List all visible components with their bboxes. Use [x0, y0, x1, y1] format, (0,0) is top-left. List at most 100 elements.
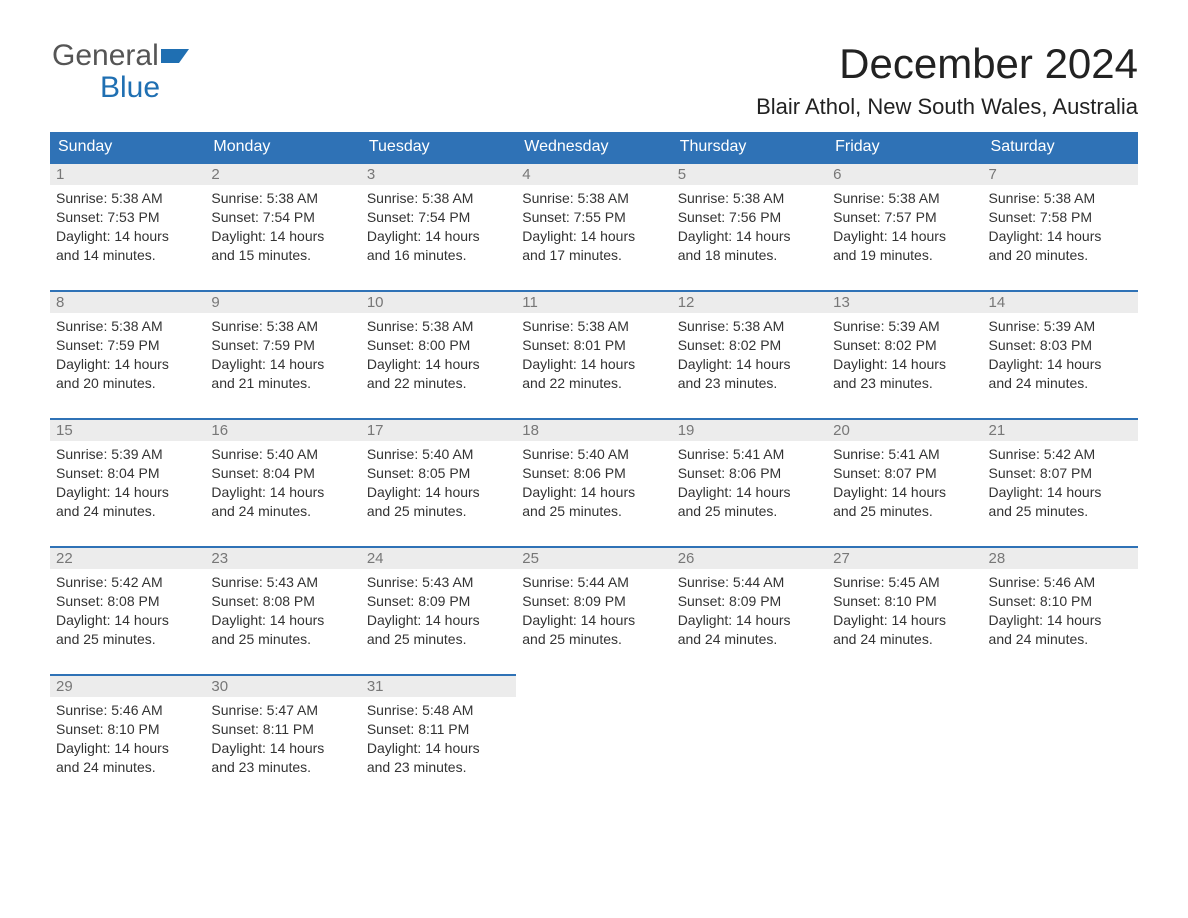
day-details: Sunrise: 5:38 AMSunset: 8:00 PMDaylight:… — [361, 313, 516, 399]
calendar-cell: 20Sunrise: 5:41 AMSunset: 8:07 PMDayligh… — [827, 419, 982, 547]
calendar-cell: 10Sunrise: 5:38 AMSunset: 8:00 PMDayligh… — [361, 291, 516, 419]
day-details: Sunrise: 5:38 AMSunset: 7:53 PMDaylight:… — [50, 185, 205, 271]
month-title: December 2024 — [756, 40, 1138, 88]
calendar-cell: 26Sunrise: 5:44 AMSunset: 8:09 PMDayligh… — [672, 547, 827, 675]
calendar-cell: 8Sunrise: 5:38 AMSunset: 7:59 PMDaylight… — [50, 291, 205, 419]
day-details: Sunrise: 5:44 AMSunset: 8:09 PMDaylight:… — [516, 569, 671, 655]
day-number: 6 — [827, 164, 982, 185]
calendar-cell: 23Sunrise: 5:43 AMSunset: 8:08 PMDayligh… — [205, 547, 360, 675]
logo-line2: Blue — [52, 71, 160, 104]
day-number: 10 — [361, 292, 516, 313]
day-details: Sunrise: 5:48 AMSunset: 8:11 PMDaylight:… — [361, 697, 516, 783]
day-number: 21 — [983, 420, 1138, 441]
calendar-cell: 22Sunrise: 5:42 AMSunset: 8:08 PMDayligh… — [50, 547, 205, 675]
day-details: Sunrise: 5:38 AMSunset: 7:56 PMDaylight:… — [672, 185, 827, 271]
day-details: Sunrise: 5:42 AMSunset: 8:08 PMDaylight:… — [50, 569, 205, 655]
weekday-header: Friday — [827, 132, 982, 163]
location: Blair Athol, New South Wales, Australia — [756, 94, 1138, 120]
calendar-cell — [672, 675, 827, 802]
calendar-cell: 18Sunrise: 5:40 AMSunset: 8:06 PMDayligh… — [516, 419, 671, 547]
calendar-cell: 3Sunrise: 5:38 AMSunset: 7:54 PMDaylight… — [361, 163, 516, 291]
calendar-cell: 1Sunrise: 5:38 AMSunset: 7:53 PMDaylight… — [50, 163, 205, 291]
day-number: 25 — [516, 548, 671, 569]
day-details: Sunrise: 5:45 AMSunset: 8:10 PMDaylight:… — [827, 569, 982, 655]
calendar-cell — [516, 675, 671, 802]
day-number: 2 — [205, 164, 360, 185]
day-details: Sunrise: 5:39 AMSunset: 8:02 PMDaylight:… — [827, 313, 982, 399]
calendar-cell: 5Sunrise: 5:38 AMSunset: 7:56 PMDaylight… — [672, 163, 827, 291]
calendar-cell: 12Sunrise: 5:38 AMSunset: 8:02 PMDayligh… — [672, 291, 827, 419]
calendar-cell: 30Sunrise: 5:47 AMSunset: 8:11 PMDayligh… — [205, 675, 360, 802]
day-number: 24 — [361, 548, 516, 569]
day-details: Sunrise: 5:38 AMSunset: 7:57 PMDaylight:… — [827, 185, 982, 271]
calendar-cell: 24Sunrise: 5:43 AMSunset: 8:09 PMDayligh… — [361, 547, 516, 675]
day-number: 19 — [672, 420, 827, 441]
calendar-cell: 7Sunrise: 5:38 AMSunset: 7:58 PMDaylight… — [983, 163, 1138, 291]
day-details: Sunrise: 5:46 AMSunset: 8:10 PMDaylight:… — [983, 569, 1138, 655]
calendar-cell: 11Sunrise: 5:38 AMSunset: 8:01 PMDayligh… — [516, 291, 671, 419]
day-details: Sunrise: 5:38 AMSunset: 8:01 PMDaylight:… — [516, 313, 671, 399]
day-number: 9 — [205, 292, 360, 313]
day-number: 12 — [672, 292, 827, 313]
calendar-cell: 19Sunrise: 5:41 AMSunset: 8:06 PMDayligh… — [672, 419, 827, 547]
day-number: 17 — [361, 420, 516, 441]
calendar-cell — [827, 675, 982, 802]
weekday-header: Tuesday — [361, 132, 516, 163]
day-number: 7 — [983, 164, 1138, 185]
day-number: 30 — [205, 676, 360, 697]
day-details: Sunrise: 5:38 AMSunset: 7:55 PMDaylight:… — [516, 185, 671, 271]
day-number: 16 — [205, 420, 360, 441]
day-details: Sunrise: 5:46 AMSunset: 8:10 PMDaylight:… — [50, 697, 205, 783]
day-number: 29 — [50, 676, 205, 697]
calendar-cell: 25Sunrise: 5:44 AMSunset: 8:09 PMDayligh… — [516, 547, 671, 675]
day-number: 3 — [361, 164, 516, 185]
calendar-cell: 29Sunrise: 5:46 AMSunset: 8:10 PMDayligh… — [50, 675, 205, 802]
day-details: Sunrise: 5:38 AMSunset: 7:54 PMDaylight:… — [205, 185, 360, 271]
calendar-cell: 16Sunrise: 5:40 AMSunset: 8:04 PMDayligh… — [205, 419, 360, 547]
day-details: Sunrise: 5:44 AMSunset: 8:09 PMDaylight:… — [672, 569, 827, 655]
day-details: Sunrise: 5:40 AMSunset: 8:06 PMDaylight:… — [516, 441, 671, 527]
day-details: Sunrise: 5:43 AMSunset: 8:08 PMDaylight:… — [205, 569, 360, 655]
calendar-table: SundayMondayTuesdayWednesdayThursdayFrid… — [50, 132, 1138, 802]
day-number: 11 — [516, 292, 671, 313]
calendar-cell: 4Sunrise: 5:38 AMSunset: 7:55 PMDaylight… — [516, 163, 671, 291]
weekday-header: Saturday — [983, 132, 1138, 163]
day-number: 22 — [50, 548, 205, 569]
day-number: 5 — [672, 164, 827, 185]
logo-flag-icon — [161, 40, 195, 72]
day-details: Sunrise: 5:40 AMSunset: 8:05 PMDaylight:… — [361, 441, 516, 527]
day-number: 1 — [50, 164, 205, 185]
weekday-header: Sunday — [50, 132, 205, 163]
day-details: Sunrise: 5:42 AMSunset: 8:07 PMDaylight:… — [983, 441, 1138, 527]
day-details: Sunrise: 5:41 AMSunset: 8:07 PMDaylight:… — [827, 441, 982, 527]
day-number: 27 — [827, 548, 982, 569]
day-details: Sunrise: 5:38 AMSunset: 7:54 PMDaylight:… — [361, 185, 516, 271]
day-number: 28 — [983, 548, 1138, 569]
day-number: 20 — [827, 420, 982, 441]
day-number: 13 — [827, 292, 982, 313]
day-number: 18 — [516, 420, 671, 441]
calendar-cell: 13Sunrise: 5:39 AMSunset: 8:02 PMDayligh… — [827, 291, 982, 419]
day-details: Sunrise: 5:41 AMSunset: 8:06 PMDaylight:… — [672, 441, 827, 527]
day-details: Sunrise: 5:40 AMSunset: 8:04 PMDaylight:… — [205, 441, 360, 527]
day-details: Sunrise: 5:39 AMSunset: 8:03 PMDaylight:… — [983, 313, 1138, 399]
day-number: 4 — [516, 164, 671, 185]
calendar-cell: 15Sunrise: 5:39 AMSunset: 8:04 PMDayligh… — [50, 419, 205, 547]
day-number: 26 — [672, 548, 827, 569]
day-number: 31 — [361, 676, 516, 697]
day-details: Sunrise: 5:39 AMSunset: 8:04 PMDaylight:… — [50, 441, 205, 527]
day-details: Sunrise: 5:38 AMSunset: 7:58 PMDaylight:… — [983, 185, 1138, 271]
calendar-cell: 31Sunrise: 5:48 AMSunset: 8:11 PMDayligh… — [361, 675, 516, 802]
calendar-cell: 17Sunrise: 5:40 AMSunset: 8:05 PMDayligh… — [361, 419, 516, 547]
logo: General Blue — [50, 40, 195, 103]
calendar-cell: 28Sunrise: 5:46 AMSunset: 8:10 PMDayligh… — [983, 547, 1138, 675]
day-number: 14 — [983, 292, 1138, 313]
calendar-cell: 21Sunrise: 5:42 AMSunset: 8:07 PMDayligh… — [983, 419, 1138, 547]
weekday-header: Thursday — [672, 132, 827, 163]
day-details: Sunrise: 5:47 AMSunset: 8:11 PMDaylight:… — [205, 697, 360, 783]
weekday-header: Wednesday — [516, 132, 671, 163]
day-number: 23 — [205, 548, 360, 569]
day-details: Sunrise: 5:43 AMSunset: 8:09 PMDaylight:… — [361, 569, 516, 655]
calendar-cell: 9Sunrise: 5:38 AMSunset: 7:59 PMDaylight… — [205, 291, 360, 419]
calendar-cell: 6Sunrise: 5:38 AMSunset: 7:57 PMDaylight… — [827, 163, 982, 291]
